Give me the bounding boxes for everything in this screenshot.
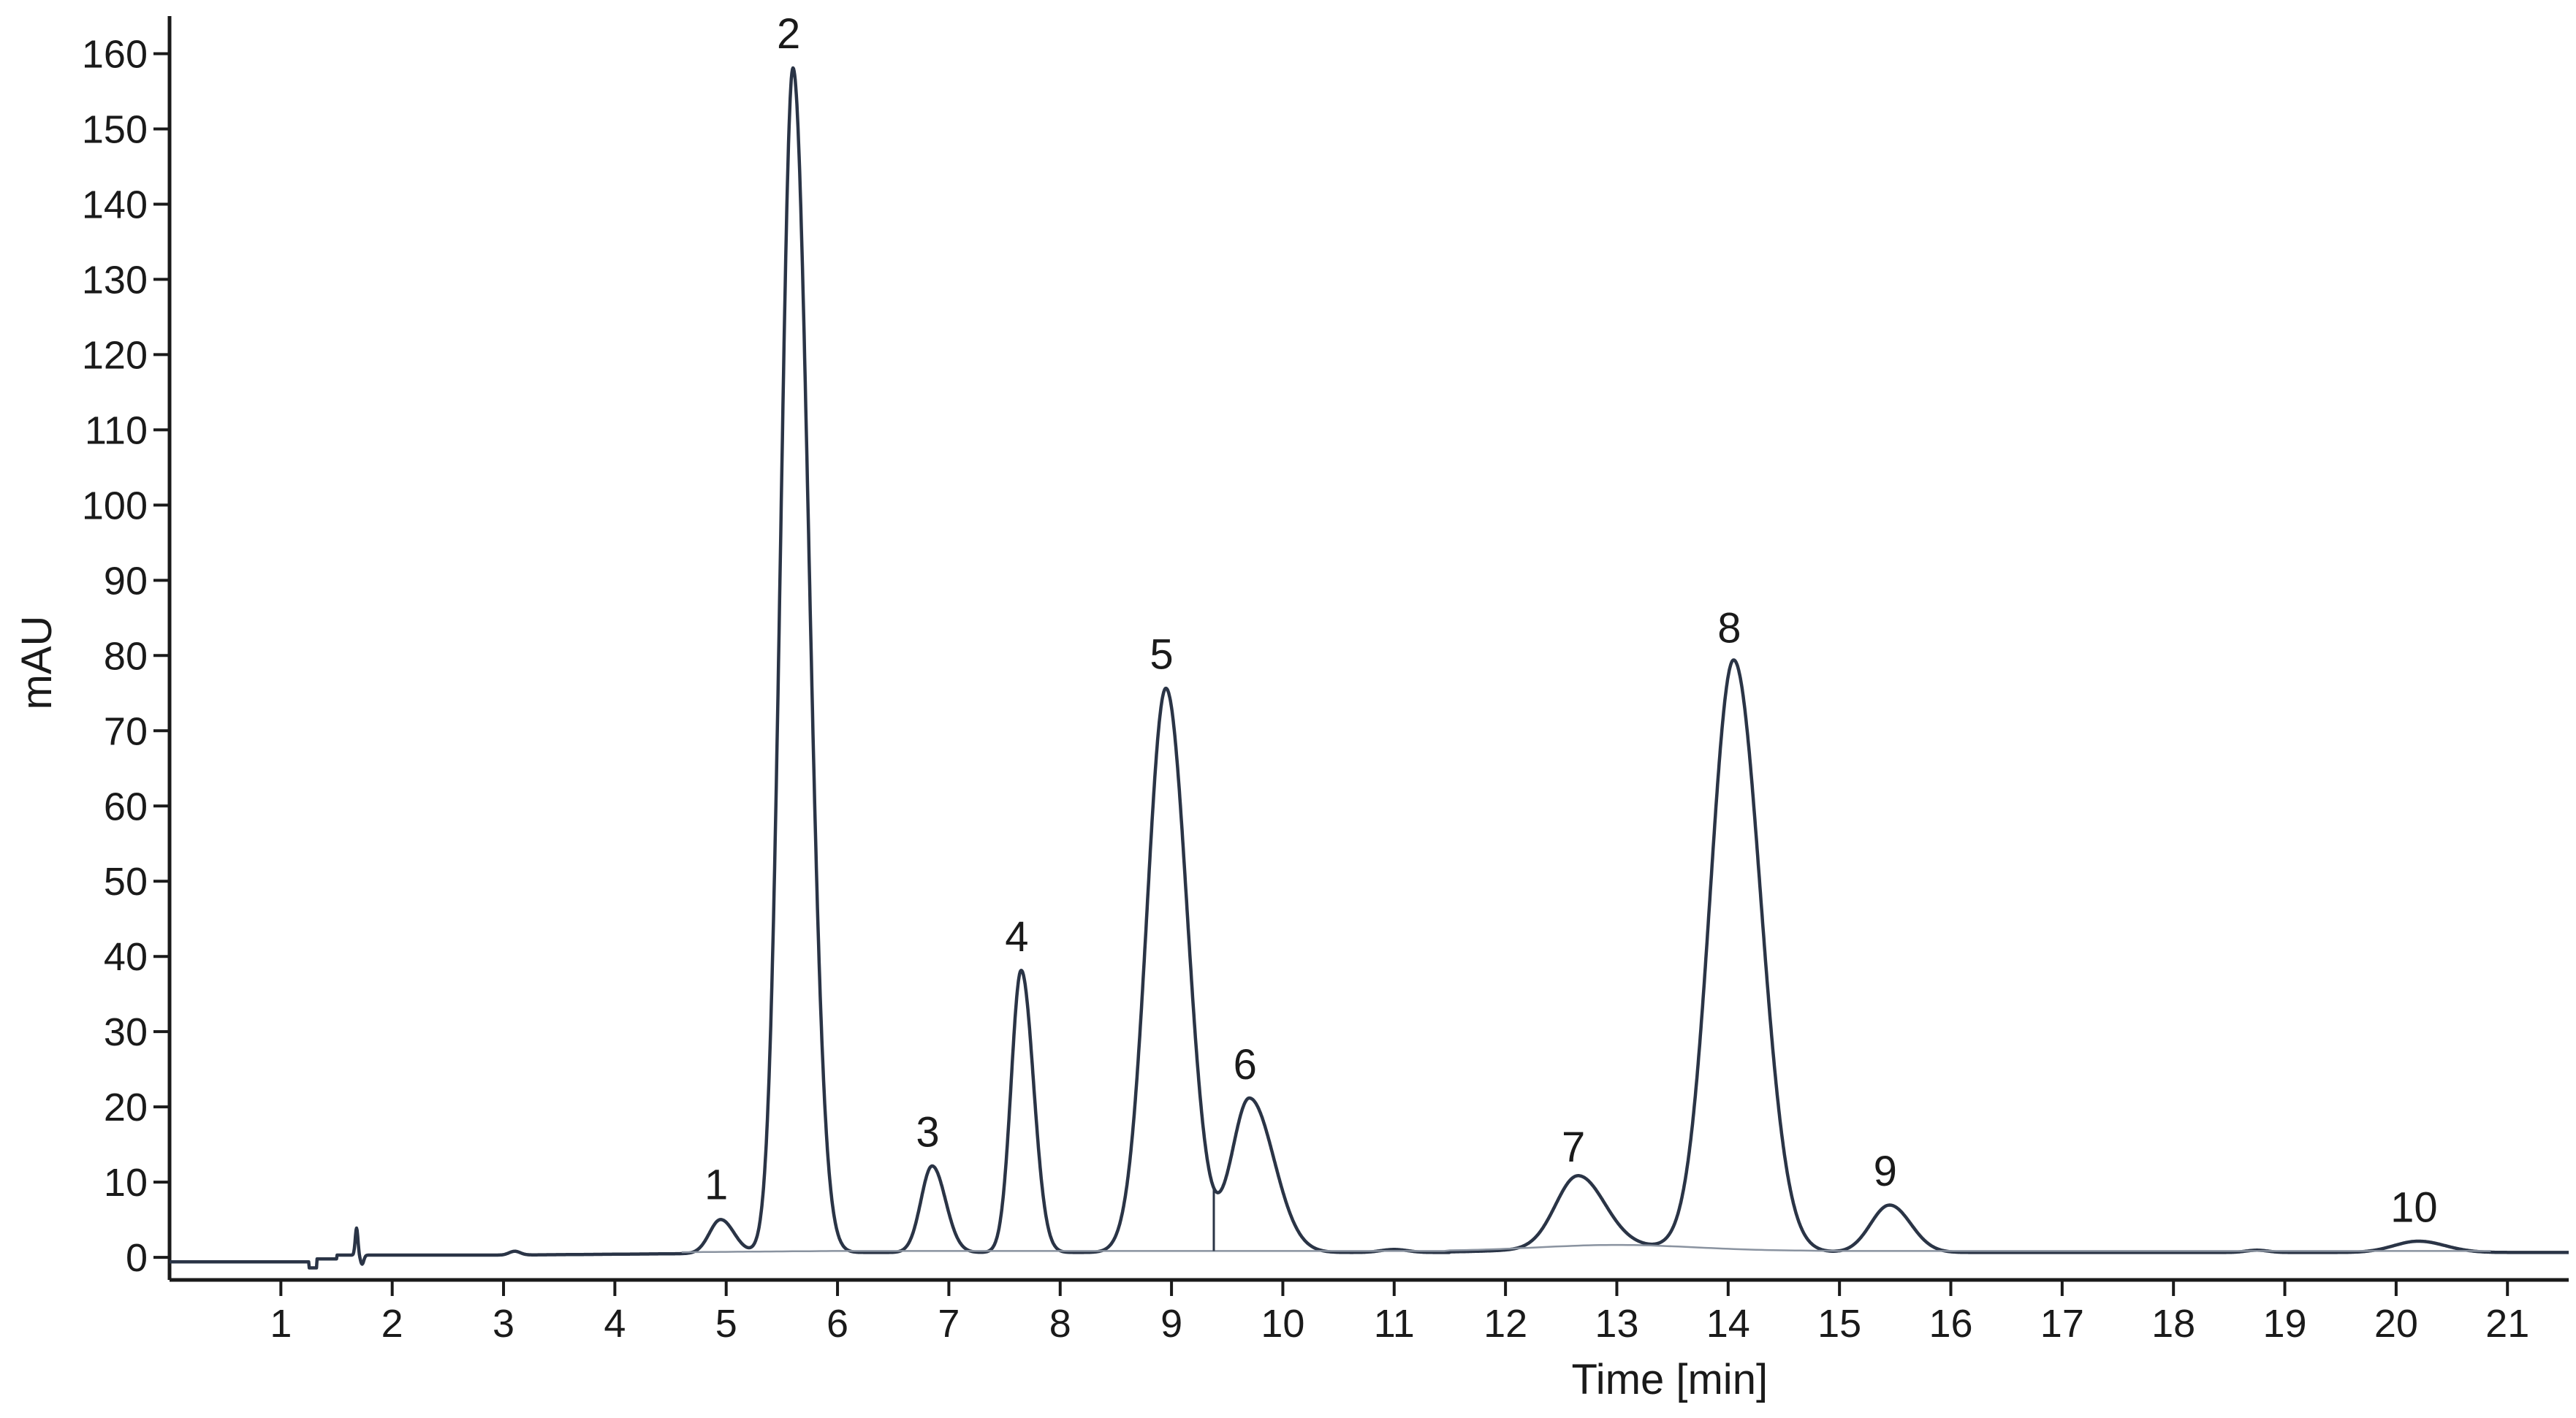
x-tick-label: 14	[1706, 1302, 1750, 1346]
y-axis: 0 10 20 30 40 50 60 70 80 90 100 110 120 130 140 150 160	[82, 16, 172, 1280]
peak-label: 6	[1234, 1041, 1257, 1089]
peak-label: 4	[1005, 913, 1028, 961]
y-tick-label: 130	[82, 258, 148, 302]
x-tick-label: 13	[1595, 1302, 1638, 1346]
peak-labels: 1 2 3 4 5 6 7 8 9 10	[704, 10, 2438, 1231]
chromatogram-trace	[168, 66, 2570, 1270]
x-tick-label: 7	[938, 1302, 960, 1346]
x-axis-title: Time [min]	[1572, 1356, 1768, 1403]
y-tick-label: 140	[82, 183, 148, 226]
y-tick-label: 20	[104, 1086, 148, 1129]
x-tick-label: 2	[381, 1302, 403, 1346]
x-axis: 1 2 3 4 5 6 7 8 9 10 11 12 13 14 15 16 17 18 19 20 21	[170, 1278, 2569, 1346]
plot-area	[168, 66, 2570, 1270]
peak-label: 7	[1562, 1124, 1585, 1171]
x-tick-label: 21	[2485, 1302, 2529, 1346]
y-tick-label: 10	[104, 1161, 148, 1205]
x-tick-label: 19	[2262, 1302, 2306, 1346]
peak-label: 1	[704, 1162, 728, 1209]
y-tick-label: 80	[104, 634, 148, 678]
x-tick-label: 3	[493, 1302, 514, 1346]
x-tick-label: 18	[2151, 1302, 2195, 1346]
x-tick-label: 4	[604, 1302, 626, 1346]
y-tick-label: 0	[126, 1236, 148, 1280]
x-tick-label: 20	[2374, 1302, 2418, 1346]
x-tick-label: 6	[827, 1302, 848, 1346]
peak-label: 3	[916, 1109, 939, 1156]
y-axis-title: mAU	[13, 616, 61, 710]
x-tick-label: 10	[1261, 1302, 1304, 1346]
y-tick-label: 100	[82, 484, 148, 527]
x-tick-label: 5	[715, 1302, 737, 1346]
x-tick-label: 8	[1049, 1302, 1071, 1346]
x-tick-label: 12	[1483, 1302, 1527, 1346]
peak-label: 9	[1874, 1148, 1897, 1195]
y-tick-label: 70	[104, 709, 148, 753]
y-tick-label: 50	[104, 860, 148, 904]
peak-label: 5	[1150, 631, 1173, 679]
integration-baseline	[681, 1243, 2491, 1254]
x-tick-label: 16	[1929, 1302, 1972, 1346]
peak-label: 8	[1717, 605, 1741, 652]
x-tick-label: 17	[2040, 1302, 2084, 1346]
x-tick-label: 9	[1160, 1302, 1182, 1346]
peak-label: 2	[777, 10, 800, 58]
peak-label: 10	[2390, 1184, 2438, 1232]
y-tick-label: 90	[104, 559, 148, 603]
y-tick-label: 150	[82, 107, 148, 151]
y-tick-label: 30	[104, 1010, 148, 1054]
y-tick-label: 160	[82, 32, 148, 76]
x-tick-label: 15	[1817, 1302, 1861, 1346]
y-tick-label: 40	[104, 935, 148, 979]
x-tick-label: 1	[270, 1302, 292, 1346]
y-tick-label: 110	[85, 408, 148, 452]
x-tick-label: 11	[1374, 1302, 1415, 1346]
y-tick-label: 120	[82, 333, 148, 377]
y-tick-label: 60	[104, 785, 148, 828]
